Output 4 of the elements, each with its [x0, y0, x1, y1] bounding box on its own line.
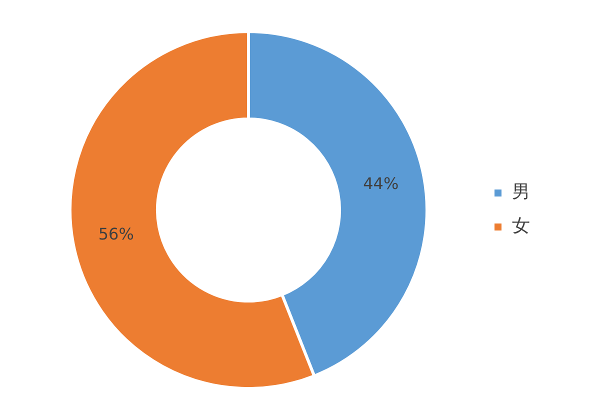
data-label: 56% [98, 224, 134, 244]
legend-label: 男 [512, 182, 530, 203]
legend-label: 女 [512, 216, 530, 237]
data-label: 44% [363, 174, 399, 193]
